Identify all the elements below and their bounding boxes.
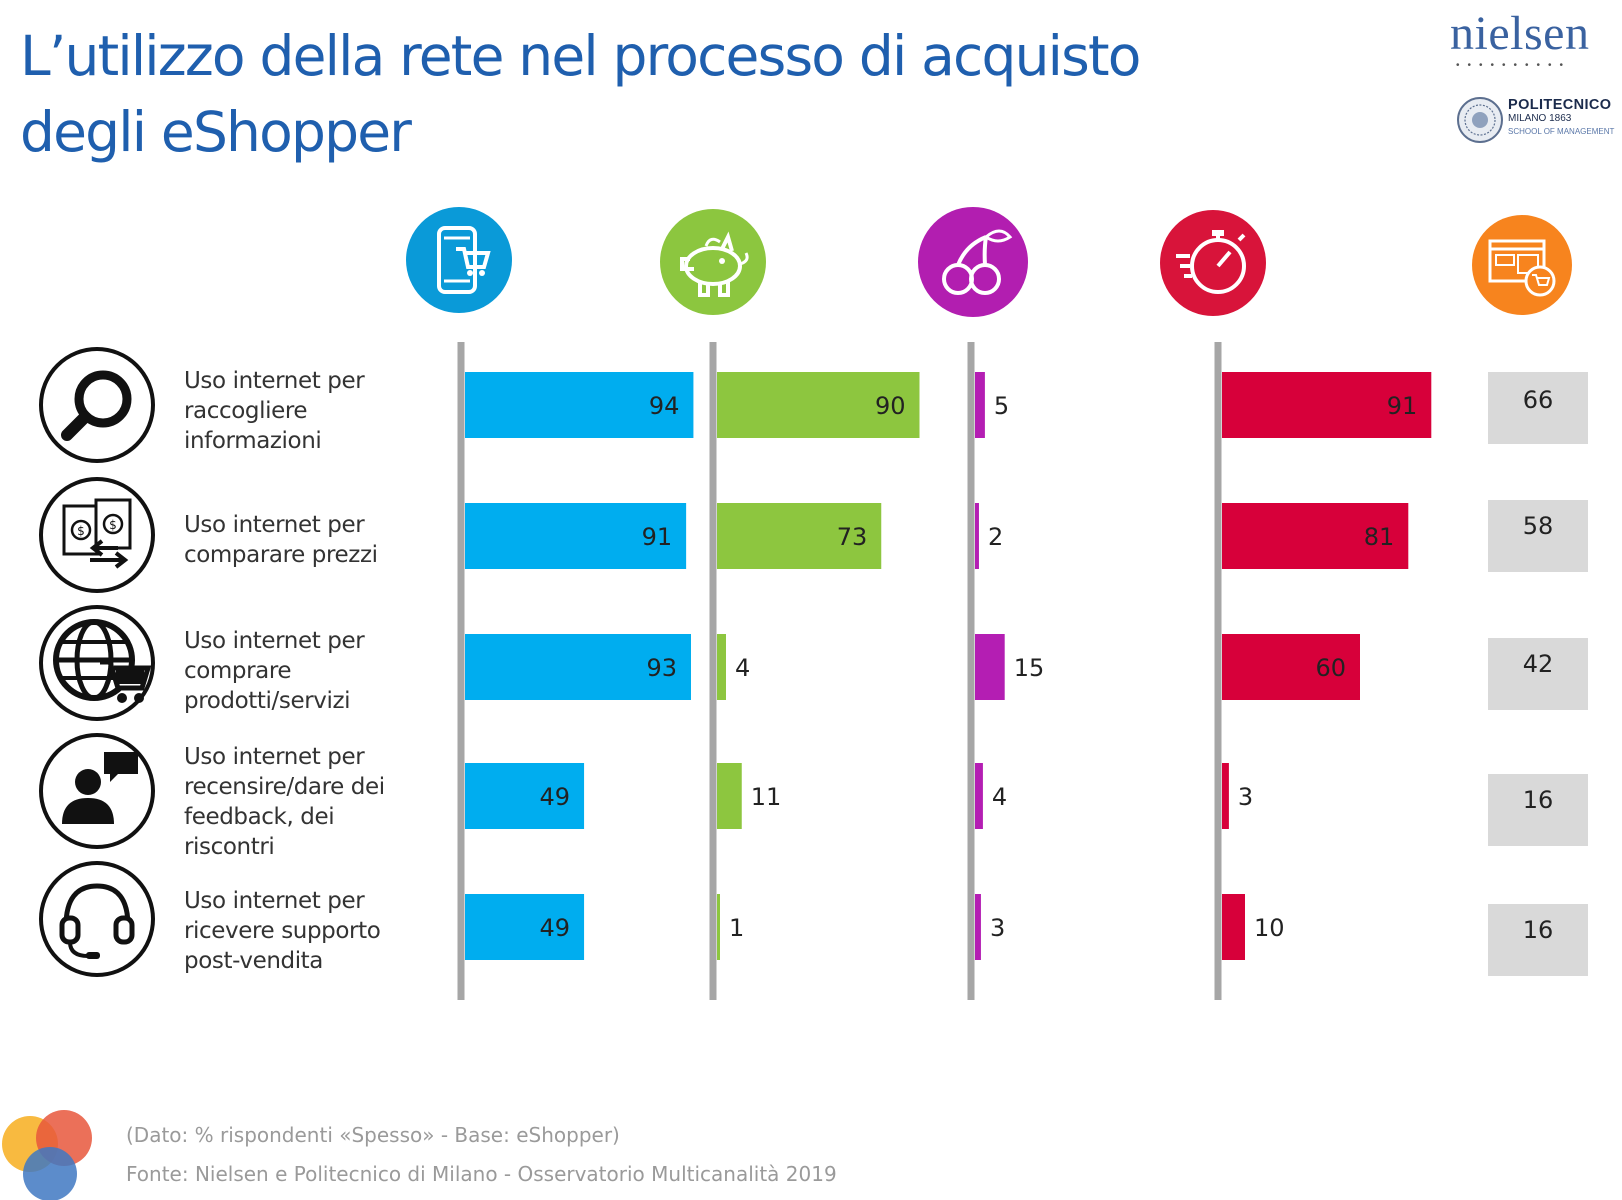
stopwatch-icon — [1160, 210, 1266, 316]
bar-value-label: 4 — [992, 783, 1007, 811]
piggy-bank-icon — [660, 209, 766, 315]
bar-value-label: 91 — [1387, 392, 1418, 420]
svg-text:$: $ — [109, 518, 117, 532]
total-value: 58 — [1522, 512, 1554, 540]
cherries-icon — [918, 207, 1028, 317]
bar-cherries — [975, 503, 979, 569]
bar-value-label: 11 — [751, 783, 782, 811]
bar-cherries — [975, 763, 983, 829]
svg-text:$: $ — [77, 524, 85, 538]
footer-source: Fonte: Nielsen e Politecnico di Milano -… — [126, 1162, 837, 1186]
osservatorio-logo-icon — [2, 1110, 92, 1200]
bar-value-label: 15 — [1014, 654, 1045, 682]
footer-base-note: (Dato: % rispondenti «Spesso» - Base: eS… — [126, 1123, 620, 1147]
bar-cherries — [975, 634, 1005, 700]
page-title-line-2: degli eShopper — [20, 100, 412, 164]
total-box — [1488, 774, 1588, 846]
total-box — [1488, 638, 1588, 710]
bar-value-label: 60 — [1315, 654, 1346, 682]
bar-value-label: 3 — [990, 914, 1005, 942]
bar-smartphone-cart — [465, 503, 687, 569]
bar-piggy-bank — [717, 763, 742, 829]
bar-cherries — [975, 372, 985, 438]
politecnico-name: POLITECNICO — [1508, 97, 1612, 113]
bar-smartphone-cart — [465, 763, 585, 829]
row-label-comparare-prezzi: Uso internet per comparare prezzi — [184, 512, 378, 568]
bar-stopwatch — [1222, 634, 1360, 700]
bar-piggy-bank — [717, 372, 920, 438]
bar-value-label: 90 — [875, 392, 906, 420]
bar-value-label: 49 — [540, 783, 571, 811]
bar-smartphone-cart — [465, 634, 691, 700]
bar-stopwatch — [1222, 372, 1432, 438]
politecnico-seal-icon — [1457, 97, 1503, 143]
row-label-recensire-feedback: Uso internet per recensire/dare dei feed… — [184, 744, 385, 860]
bar-piggy-bank — [717, 894, 720, 960]
total-value: 66 — [1522, 386, 1554, 414]
nielsen-logo: nielsen — [1450, 7, 1590, 60]
bar-value-label: 10 — [1254, 914, 1285, 942]
bar-value-label: 94 — [649, 392, 680, 420]
magnifier-icon — [39, 347, 155, 463]
politecnico-city: MILANO 1863 — [1508, 113, 1572, 124]
bar-smartphone-cart — [465, 372, 694, 438]
bar-stopwatch — [1222, 503, 1409, 569]
bar-value-label: 81 — [1364, 523, 1395, 551]
row-label-raccogliere-informazioni: Uso internet per raccogliere informazion… — [184, 368, 365, 454]
ecommerce-screen-icon — [1472, 215, 1572, 315]
price-compare-icon: $ $ — [39, 477, 155, 593]
bar-value-label: 5 — [994, 392, 1009, 420]
row-label-supporto-post-vendita: Uso internet per ricevere supporto post-… — [184, 888, 381, 974]
headset-icon — [39, 861, 155, 977]
nielsen-logo-dots: •••••••••• — [1456, 60, 1572, 71]
bar-value-label: 3 — [1238, 783, 1253, 811]
total-box — [1488, 372, 1588, 444]
bar-value-label: 93 — [646, 654, 677, 682]
bar-value-label: 2 — [988, 523, 1003, 551]
total-box — [1488, 500, 1588, 572]
politecnico-logo: POLITECNICO MILANO 1863 SCHOOL OF MANAGE… — [1508, 97, 1615, 138]
review-speech-icon — [39, 733, 155, 849]
bar-value-label: 4 — [735, 654, 750, 682]
page-title-line-1: L’utilizzo della rete nel processo di ac… — [20, 24, 1141, 88]
bar-value-label: 49 — [540, 914, 571, 942]
total-value: 16 — [1522, 786, 1554, 814]
bar-piggy-bank — [717, 503, 882, 569]
globe-cart-icon — [39, 605, 155, 721]
row-label-comprare-prodotti: Uso internet per comprare prodotti/servi… — [184, 628, 365, 714]
total-value: 16 — [1522, 916, 1554, 944]
page-title: L’utilizzo della rete nel processo di ac… — [20, 18, 1270, 170]
bar-value-label: 73 — [837, 523, 868, 551]
bar-piggy-bank — [717, 634, 726, 700]
bar-value-label: 91 — [642, 523, 673, 551]
total-box — [1488, 904, 1588, 976]
bar-cherries — [975, 894, 981, 960]
politecnico-school: SCHOOL OF MANAGEMENT — [1508, 127, 1615, 136]
bar-stopwatch — [1222, 894, 1245, 960]
smartphone-cart-icon — [406, 207, 512, 313]
bar-smartphone-cart — [465, 894, 585, 960]
bar-stopwatch — [1222, 763, 1229, 829]
total-value: 42 — [1522, 650, 1554, 678]
bar-value-label: 1 — [729, 914, 744, 942]
